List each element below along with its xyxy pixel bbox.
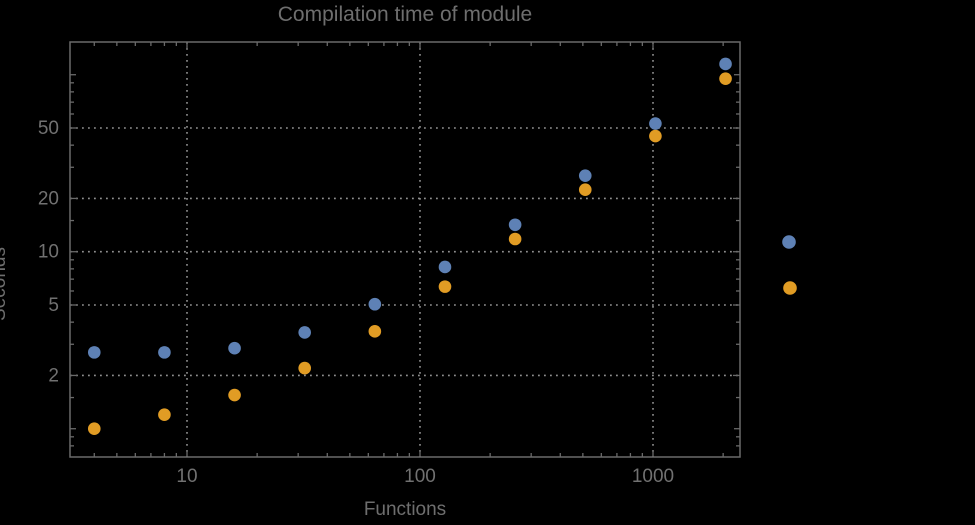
y-tick-label: 2: [48, 365, 59, 386]
y-tick-label: 10: [38, 242, 59, 263]
plot-frame: [69, 41, 741, 458]
data-point-series-1-blue: [158, 346, 171, 359]
y-tick-label: 50: [38, 118, 59, 139]
data-point-series-1-blue: [298, 326, 311, 339]
y-tick-label: 5: [48, 295, 59, 316]
data-point-series-1-blue: [228, 341, 241, 355]
chart-title: Compilation time of module: [277, 3, 533, 26]
legend-marker-orange: [783, 281, 797, 295]
data-point-series-1-blue: [87, 346, 101, 359]
data-point-series-2-orange: [87, 422, 101, 436]
y-tick-label: 20: [38, 188, 59, 209]
legend-marker-blue: [782, 235, 796, 249]
data-point-series-2-orange: [438, 280, 452, 293]
x-tick-label: 100: [404, 466, 436, 487]
data-point-series-1-blue: [578, 169, 592, 182]
data-point-series-2-orange: [578, 183, 592, 197]
data-point-series-1-blue: [368, 297, 382, 311]
data-point-series-2-orange: [719, 72, 732, 85]
data-point-series-1-blue: [649, 117, 662, 130]
x-tick-label: 1000: [632, 466, 674, 487]
data-point-series-2-orange: [508, 232, 522, 246]
data-point-series-1-blue: [438, 260, 452, 274]
data-point-series-1-blue: [719, 57, 732, 71]
data-point-series-1-blue: [508, 218, 522, 232]
data-point-series-2-orange: [649, 129, 662, 143]
x-tick-label: 10: [176, 466, 197, 487]
data-point-series-2-orange: [158, 408, 171, 422]
data-point-series-2-orange: [298, 361, 311, 375]
x-axis-label: Functions: [363, 499, 447, 520]
data-point-series-2-orange: [228, 388, 241, 402]
data-point-series-2-orange: [368, 325, 382, 338]
